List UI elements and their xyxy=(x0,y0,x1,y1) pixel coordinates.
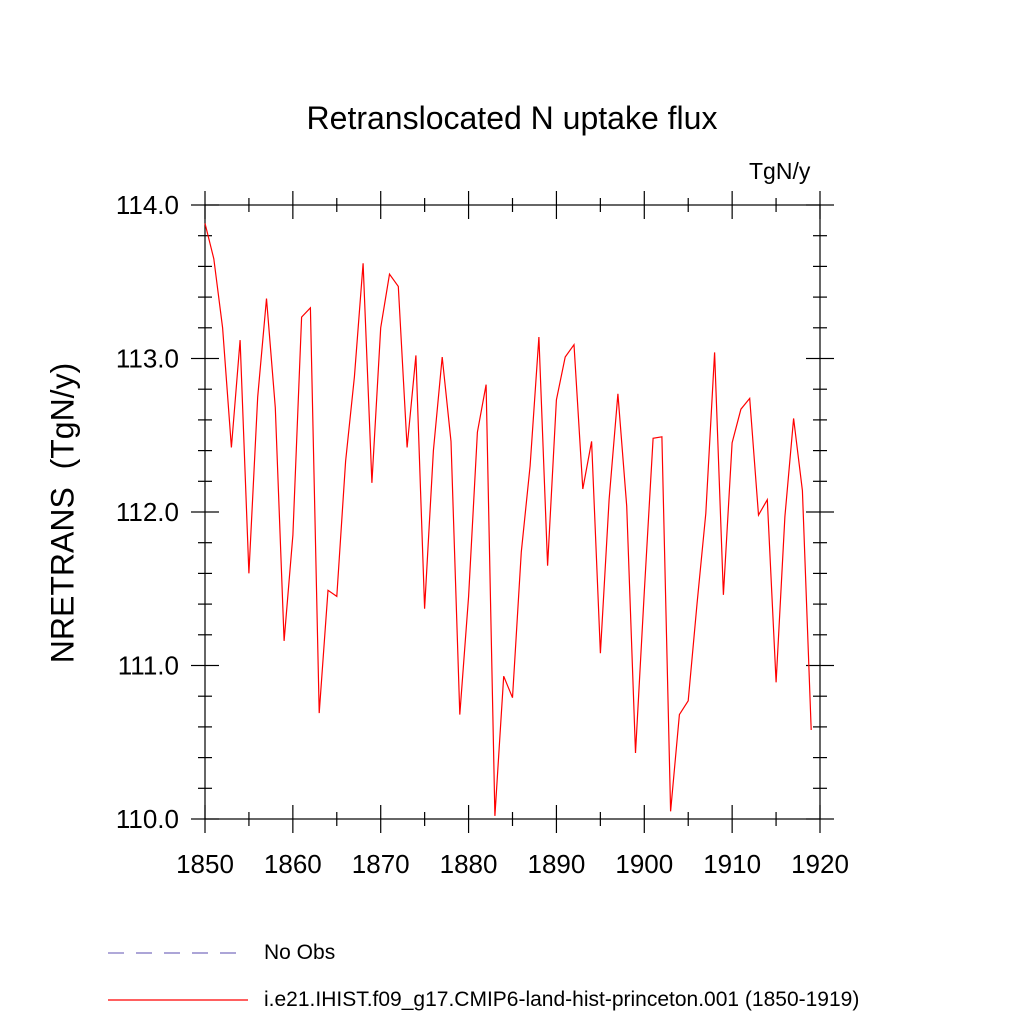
y-tick-label: 113.0 xyxy=(116,344,179,374)
x-tick-label: 1890 xyxy=(528,849,586,879)
x-tick-label: 1870 xyxy=(352,849,410,879)
units-label: TgN/y xyxy=(749,158,811,184)
y-tick-label: 112.0 xyxy=(116,497,179,527)
x-tick-label: 1850 xyxy=(176,849,234,879)
x-tick-label: 1910 xyxy=(703,849,761,879)
x-tick-label: 1860 xyxy=(264,849,322,879)
x-tick-label: 1880 xyxy=(440,849,498,879)
y-tick-label: 114.0 xyxy=(116,190,179,220)
y-tick-label: 110.0 xyxy=(116,804,179,834)
data-series xyxy=(204,223,812,816)
series-line-0 xyxy=(204,223,812,816)
chart-title: Retranslocated N uptake flux xyxy=(306,100,718,136)
legend-label-no-obs: No Obs xyxy=(264,941,336,964)
x-tick-label: 1920 xyxy=(791,849,849,879)
axis-tick-labels: 1850 1860 1870 1880 1890 1900 1910 1920 110.0 111… xyxy=(116,190,849,879)
x-tick-label: 1900 xyxy=(615,849,673,879)
legend-label-model-run: i.e21.IHIST.f09_g17.CMIP6-land-hist-prin… xyxy=(264,988,860,1011)
axis-ticks xyxy=(191,191,834,833)
legend-swatches xyxy=(108,952,248,1001)
y-tick-label: 111.0 xyxy=(118,651,179,681)
